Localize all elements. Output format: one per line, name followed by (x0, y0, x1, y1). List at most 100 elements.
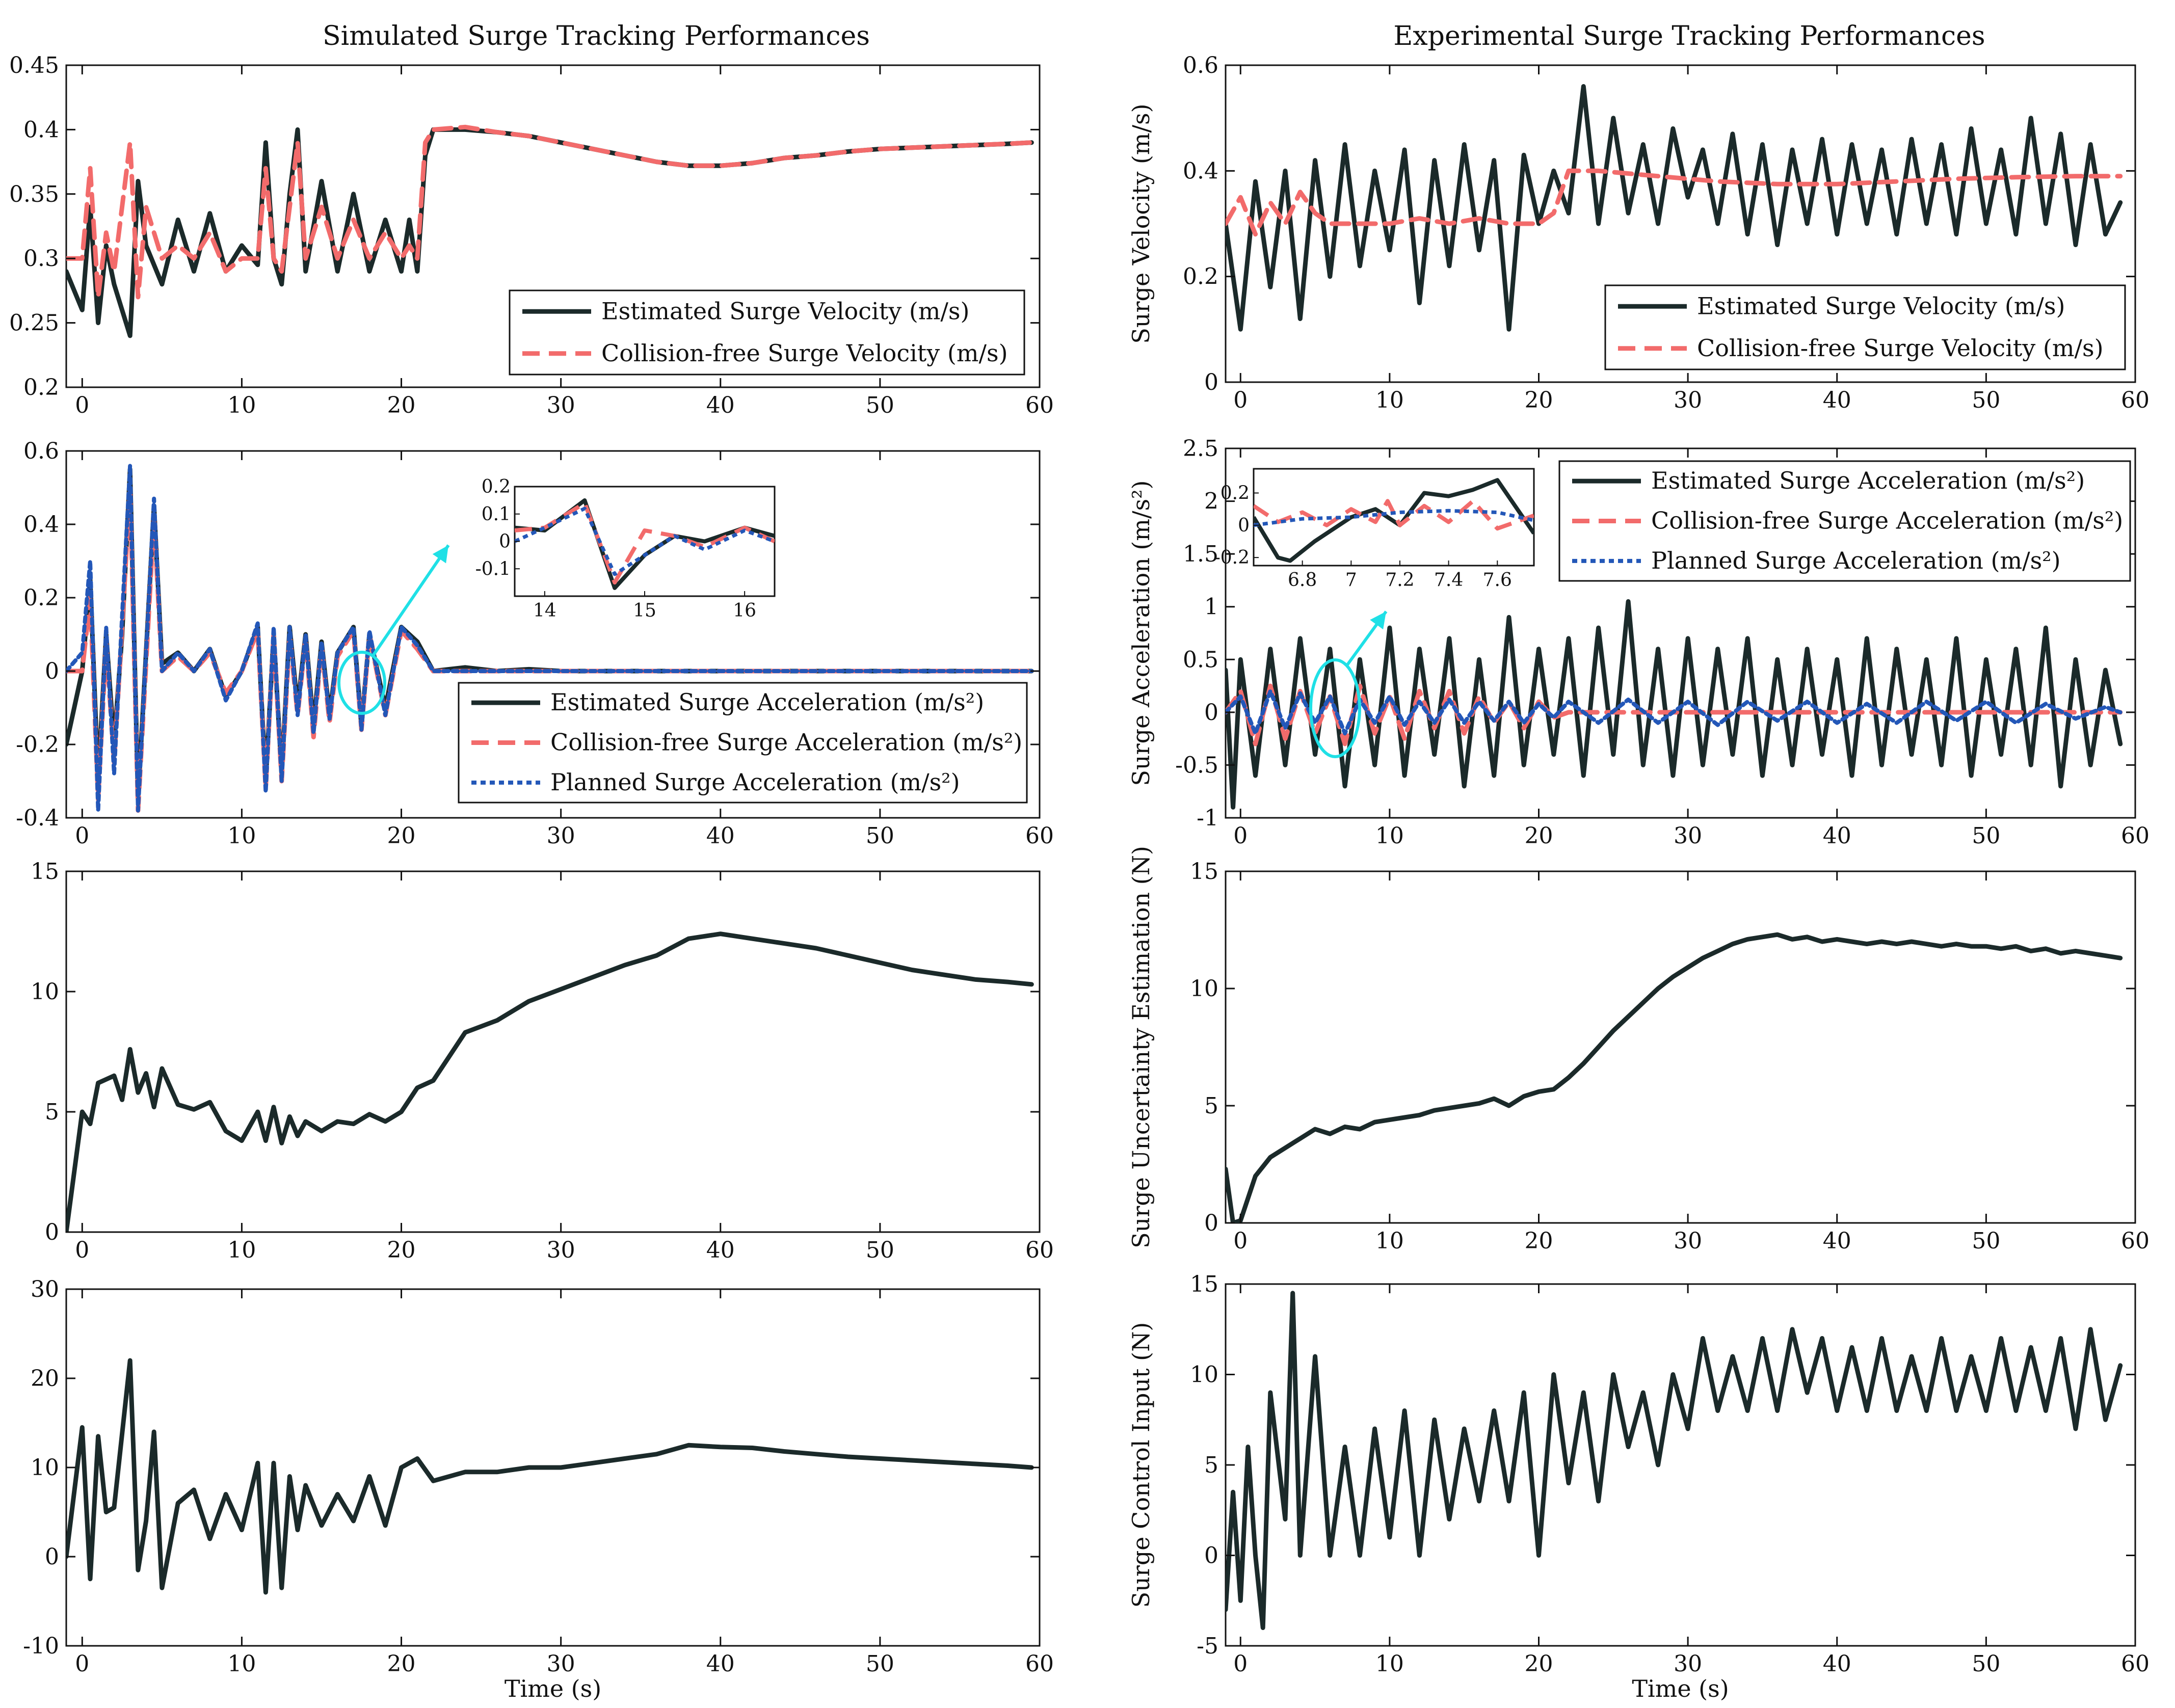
exp-acceleration-plot: 0 10 20 30 40 50 60 -1 -0.5 0 0.5 1 1.5 2 2.5 Surge Acc… (1127, 436, 2150, 849)
inset-series-line-collision_free (515, 501, 775, 585)
y-tick-label: 20 (31, 1366, 59, 1392)
legend-entry: Collision-free Surge Velocity (m/s) (1697, 334, 2104, 362)
inset-y-tick-label: 0 (499, 531, 511, 552)
inset-x-tick-label: 7.6 (1483, 570, 1512, 591)
y-tick-label: -5 (1197, 1633, 1218, 1659)
inset-series-line-planned (1254, 509, 1534, 527)
experimental-column-title: Experimental Surge Tracking Performances (1393, 21, 1985, 51)
x-tick-label: 10 (1375, 1651, 1404, 1677)
y-tick-label: 0.3 (23, 246, 59, 272)
x-tick-label: 20 (1525, 1228, 1553, 1254)
y-tick-label: 10 (1190, 976, 1218, 1002)
plot-frame (65, 870, 1041, 1233)
x-tick-label: 30 (547, 1651, 575, 1677)
series-line-estimated (66, 931, 1034, 1232)
series-group (1226, 84, 2123, 332)
y-tick-label: 0 (1204, 1210, 1218, 1236)
inset-x-tick-label: 6.8 (1288, 570, 1317, 591)
x-tick-label: 10 (1375, 823, 1404, 849)
x-tick-label: 50 (1972, 823, 2000, 849)
zoom-region-ellipse (1309, 658, 1361, 758)
x-tick-label: 60 (1025, 392, 1054, 418)
series-group (1226, 1291, 2123, 1630)
x-tick-label: 30 (1674, 823, 1702, 849)
x-tick-label: 20 (1525, 1651, 1553, 1677)
y-tick-label: 30 (31, 1276, 59, 1302)
series-group (66, 124, 1034, 338)
x-tick-label: 40 (1823, 823, 1851, 849)
zoom-arrow-head (432, 545, 448, 564)
y-tick-label: 5 (1204, 1452, 1218, 1478)
inset-x-tick-label: 7.4 (1434, 570, 1463, 591)
y-tick-label: 0 (45, 1219, 59, 1245)
y-tick-label: 0.25 (9, 310, 59, 336)
x-tick-label: 50 (866, 823, 894, 849)
inset-series-line-planned (515, 506, 775, 576)
x-tick-label: 60 (1025, 1651, 1054, 1677)
exp-velocity-plot: 0 10 20 30 40 50 60 0 0.2 0.4 0.6 Surge Velocity (m… (1127, 52, 2150, 413)
x-tick-label: 50 (1972, 387, 2000, 413)
series-group (66, 463, 1034, 813)
series-group (66, 1358, 1034, 1595)
x-tick-label: 60 (2121, 823, 2150, 849)
x-tick-label: 10 (227, 1237, 256, 1263)
y-tick-label: 1 (1204, 594, 1218, 620)
legend-entry: Planned Surge Acceleration (m/s²) (550, 768, 960, 796)
inset-series-line-estimated (1254, 478, 1534, 563)
legend-entry: Collision-free Surge Acceleration (m/s²) (1651, 507, 2123, 535)
x-tick-label: 0 (75, 1651, 89, 1677)
x-tick-label: 20 (387, 1651, 416, 1677)
legend-entry: Estimated Surge Acceleration (m/s²) (550, 688, 984, 716)
y-tick-label: 0.4 (23, 512, 59, 538)
legend-entry: Estimated Surge Velocity (m/s) (601, 297, 969, 325)
inset-y-tick-label: 0.2 (482, 476, 511, 497)
x-tick-label: 20 (387, 823, 416, 849)
y-tick-label: 0.2 (1183, 264, 1218, 290)
x-tick-label: 30 (547, 1237, 575, 1263)
zoom-arrow-line (372, 544, 450, 656)
y-tick-label: 15 (1190, 1271, 1218, 1297)
y-tick-label: 2.5 (1183, 436, 1218, 462)
y-tick-label: -1 (1197, 805, 1218, 831)
legend: Estimated Surge Velocity (m/s) Collision-… (1604, 284, 2126, 370)
x-tick-label: 10 (227, 823, 256, 849)
inset-series-group (1254, 478, 1534, 563)
x-tick-label: 50 (1972, 1651, 2000, 1677)
x-tick-label: 10 (1375, 1228, 1404, 1254)
series-group (1226, 932, 2123, 1223)
x-tick-label: 10 (1375, 387, 1404, 413)
x-tick-label: 20 (1525, 823, 1553, 849)
series-line-planned (66, 463, 1034, 813)
y-tick-label: 10 (31, 1455, 59, 1481)
y-tick-label: 0.5 (1183, 647, 1218, 673)
y-axis-label: Surge Velocity (m/s) (1127, 103, 1155, 343)
y-tick-label: 10 (1190, 1362, 1218, 1388)
x-axis-label: Time (s) (505, 1675, 601, 1702)
y-tick-label: -0.5 (1175, 752, 1218, 778)
y-tick-label: -10 (23, 1633, 59, 1659)
inset-x-tick-label: 7.2 (1385, 570, 1414, 591)
legend-entry: Estimated Surge Velocity (m/s) (1697, 292, 2065, 319)
x-tick-label: 60 (2121, 387, 2150, 413)
y-tick-label: 0 (1204, 1543, 1218, 1569)
y-tick-label: 0.6 (1183, 52, 1218, 78)
x-tick-label: 50 (866, 392, 894, 418)
x-tick-label: 30 (1674, 1228, 1702, 1254)
legend: Estimated Surge Acceleration (m/s²) Colli… (1558, 460, 2131, 582)
inset-y-tick-label: 0.2 (1221, 483, 1250, 504)
inset-x-tick-label: 14 (533, 600, 556, 621)
y-tick-label: 0 (45, 1544, 59, 1570)
x-tick-label: 0 (75, 1237, 89, 1263)
zoom-arrow-head (1370, 611, 1386, 630)
x-tick-label: 50 (866, 1651, 894, 1677)
legend: Estimated Surge Acceleration (m/s²) Colli… (458, 682, 1028, 804)
inset-y-tick-label: -0.2 (1214, 547, 1250, 568)
y-tick-label: 0.4 (23, 117, 59, 143)
x-tick-label: 0 (75, 823, 89, 849)
x-tick-label: 20 (387, 392, 416, 418)
y-tick-label: 10 (31, 979, 59, 1005)
y-tick-label: 0.6 (23, 438, 59, 464)
